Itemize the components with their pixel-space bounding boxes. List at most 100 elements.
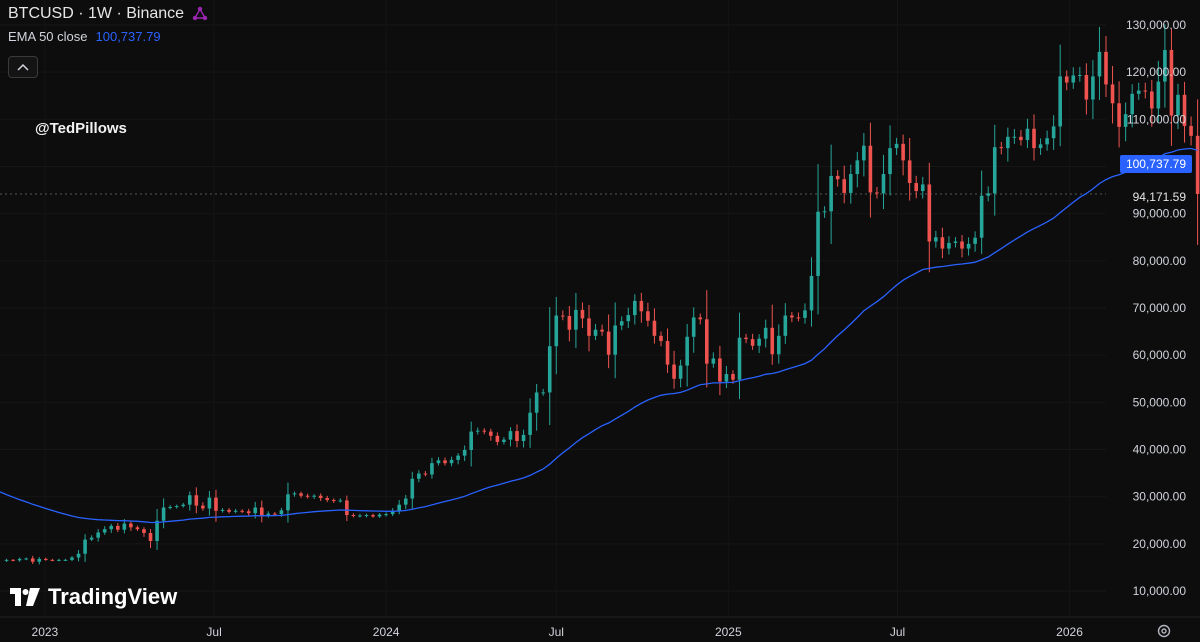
time-tick-label: Jul (890, 625, 905, 639)
candle-body (30, 558, 35, 562)
candle (561, 310, 565, 321)
candle (423, 471, 428, 477)
candle-body (574, 309, 578, 330)
candle-body (567, 316, 572, 330)
candle (299, 491, 303, 498)
candle-body (403, 498, 408, 505)
candle (927, 162, 932, 273)
tradingview-logo-text: TradingView (48, 584, 178, 609)
candle-body (914, 183, 919, 192)
candle (1097, 26, 1102, 101)
candle-body (541, 392, 545, 394)
candle-body (1176, 94, 1180, 116)
candle-body (724, 374, 729, 382)
candle (1019, 129, 1023, 146)
candle (135, 525, 140, 531)
candle-body (430, 463, 434, 475)
candle (711, 352, 716, 368)
candle-body (659, 335, 663, 342)
candle (305, 493, 310, 499)
candle (907, 138, 912, 201)
candle-body (371, 515, 375, 517)
candle (763, 319, 768, 348)
candle-body (299, 493, 303, 496)
candle (122, 519, 127, 534)
candle (155, 508, 159, 550)
candle (70, 556, 74, 562)
gear-icon[interactable] (1156, 623, 1172, 639)
symbol-title[interactable]: BTCUSD · 1W · Binance (8, 5, 185, 22)
candle-body (927, 184, 932, 242)
candle (744, 333, 748, 344)
candle (11, 558, 15, 562)
candle (187, 491, 192, 511)
candle-body (443, 460, 447, 464)
candle-body (148, 532, 153, 542)
candle (390, 508, 395, 517)
price-tick-label: 70,000.00 (1133, 301, 1187, 315)
author-watermark: @TedPillows (35, 120, 127, 137)
candle (521, 429, 526, 448)
candle (894, 137, 899, 156)
candle (102, 526, 107, 535)
candle-body (174, 506, 179, 508)
candle-body (1012, 136, 1017, 138)
candle (351, 513, 356, 518)
indicator-label[interactable]: EMA 50 close (8, 29, 88, 44)
candle (292, 491, 297, 497)
candle-body (397, 504, 402, 512)
candle-body (390, 511, 395, 515)
candle (44, 557, 48, 561)
candle (50, 558, 55, 562)
tradingview-logo[interactable]: TradingView (10, 584, 177, 610)
candle-body (737, 337, 742, 380)
candle (881, 154, 886, 210)
candle (724, 365, 729, 389)
chevron-up-icon (17, 63, 29, 71)
candle-body (292, 493, 297, 495)
candle (201, 502, 205, 511)
candle-body (646, 311, 650, 321)
candle-body (1006, 136, 1010, 149)
candle-body (1117, 103, 1121, 127)
candle (109, 523, 114, 533)
candle-body (168, 507, 172, 509)
candle (770, 304, 775, 365)
candle (966, 237, 971, 256)
candle-body (999, 147, 1004, 149)
candle (1012, 129, 1017, 144)
collapse-legend-button[interactable] (8, 56, 38, 78)
candle (1195, 99, 1200, 245)
candle-body (783, 315, 788, 336)
candle-body (312, 495, 316, 497)
candle (266, 511, 271, 518)
candle (1058, 44, 1062, 147)
candle-body (286, 494, 290, 511)
candle (685, 323, 689, 387)
candle (220, 508, 225, 513)
candle-body (953, 241, 958, 243)
symbol-link-icon[interactable] (192, 6, 208, 22)
candle (1091, 60, 1095, 120)
candle (1189, 116, 1193, 146)
candle (587, 304, 591, 352)
candle (312, 494, 316, 500)
candle-body (351, 515, 356, 517)
candle-body (947, 242, 951, 249)
candle-body (1169, 49, 1174, 116)
candle-body (436, 460, 441, 464)
candle-body (894, 143, 899, 149)
candle-body (561, 315, 565, 317)
candle (502, 437, 506, 445)
candle-body (966, 243, 971, 249)
candle (83, 534, 87, 562)
candle-body (973, 237, 977, 244)
candle-body (633, 300, 637, 316)
candle (750, 333, 755, 350)
candle-body (1051, 126, 1056, 139)
candle-body (181, 504, 186, 507)
candle (567, 306, 572, 342)
candle-body (410, 478, 415, 499)
candle (345, 495, 349, 522)
